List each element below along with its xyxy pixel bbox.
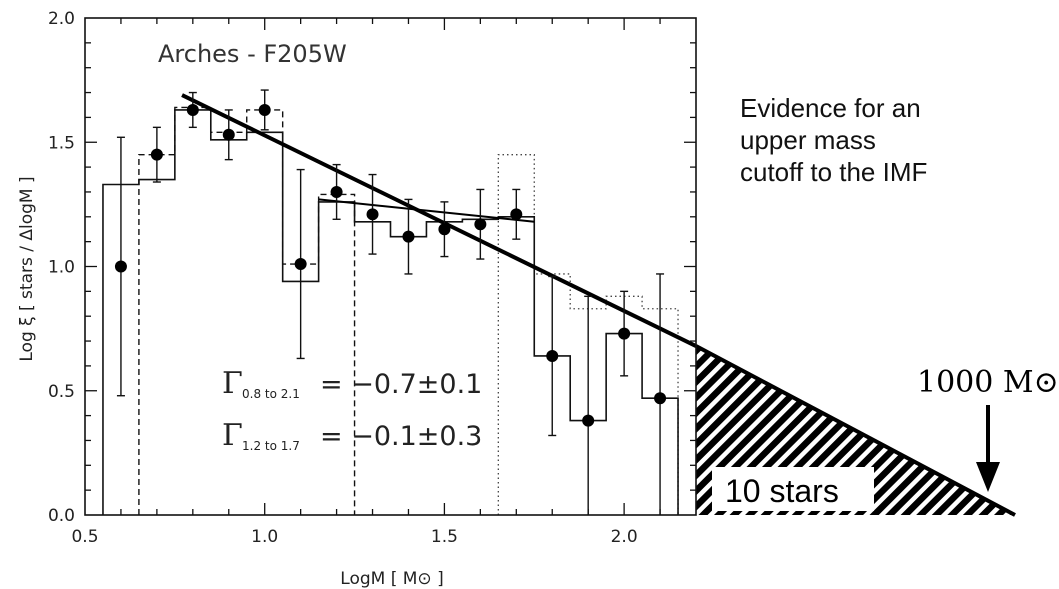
evidence-line-2: upper mass [740, 125, 876, 155]
data-point-15 [618, 327, 631, 340]
data-point-10 [438, 223, 451, 236]
gamma-subscript-1: 0.8 to 2.1 [242, 387, 300, 401]
data-point-4 [222, 128, 235, 141]
extrapolation-line [695, 344, 1016, 517]
x-axis-title: LogM [ M⊙ ] [340, 569, 443, 589]
gamma-value-1: = −0.7±0.1 [320, 369, 482, 400]
data-point-9 [402, 230, 415, 243]
stars-label-background [712, 467, 874, 511]
data-point-12 [510, 208, 523, 221]
evidence-line-3: cutoff to the IMF [740, 157, 928, 187]
x-tick-label-0: 0.5 [71, 527, 98, 547]
data-point-8 [366, 208, 379, 221]
data-point-13 [546, 349, 559, 362]
stars-label: 10 stars [725, 473, 839, 509]
gamma-annotation-2: Γ 1.2 to 1.7 = −0.1±0.3 [222, 418, 482, 453]
x-tick-label-2: 1.5 [431, 527, 458, 547]
gamma-subscript-2: 1.2 to 1.7 [242, 439, 300, 453]
dashed-histogram [138, 106, 356, 515]
y-tick-label-1: 0.5 [48, 382, 75, 402]
gamma-value-2: = −0.1±0.3 [320, 421, 482, 452]
x-tick-label-1: 1.0 [251, 527, 278, 547]
evidence-note: Evidence for an upper mass cutoff to the… [740, 92, 1040, 188]
chart-title: Arches - F205W [158, 40, 347, 68]
y-tick-label-4: 2.0 [48, 9, 75, 29]
gamma-symbol-2: Γ [222, 418, 243, 453]
x-tick-label-3: 2.0 [611, 527, 638, 547]
fit-line-2 [318, 198, 535, 223]
data-point-5 [258, 103, 271, 116]
data-point-6 [294, 258, 307, 271]
data-point-14 [582, 414, 595, 427]
y-tick-label-3: 1.5 [48, 133, 75, 153]
data-point-11 [474, 218, 487, 231]
down-arrow-icon [976, 405, 1000, 492]
data-point-3 [186, 103, 199, 116]
y-axis-title: Log ξ [ stars / ΔlogM ] [17, 176, 37, 361]
y-tick-label-2: 1.0 [48, 258, 75, 278]
gamma-symbol-1: Γ [222, 366, 243, 401]
fit-line-1 [181, 93, 697, 348]
gamma-annotation-1: Γ 0.8 to 2.1 = −0.7±0.1 [222, 366, 482, 401]
evidence-line-1: Evidence for an [740, 93, 921, 123]
data-point-1 [114, 260, 127, 273]
data-point-16 [654, 392, 667, 405]
mass-label: 1000 M⊙! [917, 365, 1059, 400]
y-tick-label-0: 0.0 [48, 506, 75, 526]
solid-histogram [102, 109, 679, 515]
data-point-2 [150, 148, 163, 161]
data-point-7 [330, 185, 343, 198]
